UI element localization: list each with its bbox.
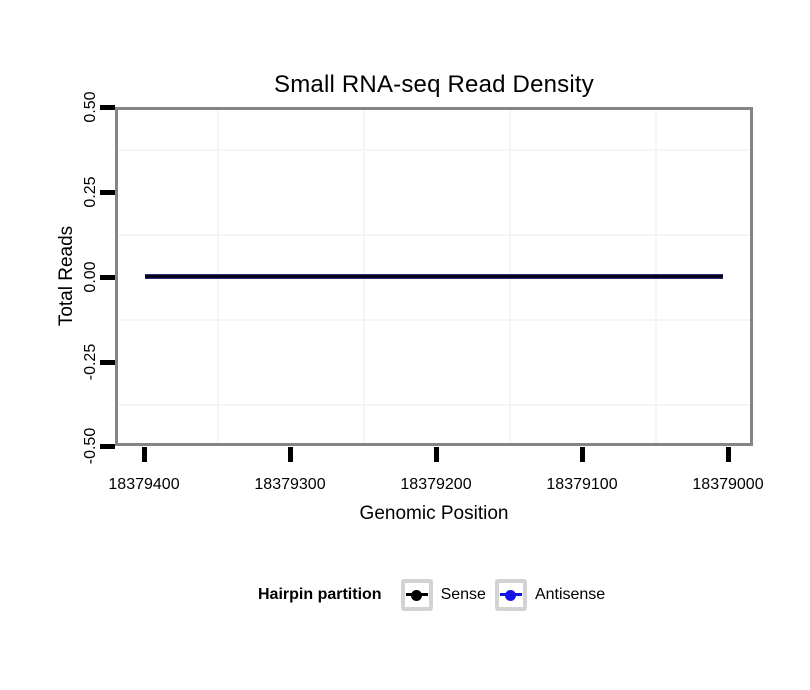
y-axis-tick <box>100 275 115 280</box>
legend-key-sense <box>400 579 433 611</box>
x-axis-tick <box>434 447 439 462</box>
x-axis-tick <box>288 447 293 462</box>
y-tick-label: 0.50 <box>82 91 99 123</box>
x-tick-label: 18379100 <box>546 476 618 493</box>
y-axis-title: Total Reads <box>56 225 77 327</box>
x-axis-tick <box>142 447 147 462</box>
x-axis-title: Genomic Position <box>359 503 509 524</box>
y-tick-label: -0.25 <box>82 343 99 381</box>
x-tick-label: 18379300 <box>254 476 326 493</box>
antisense-dot-icon <box>505 589 517 601</box>
minor-gridline-horizontal <box>118 234 750 236</box>
legend: Hairpin partition Sense Antisense <box>258 579 605 611</box>
x-tick-label: 18379000 <box>692 476 764 493</box>
x-tick-label: 18379200 <box>400 476 472 493</box>
legend-key-antisense <box>494 579 527 611</box>
legend-label-sense: Sense <box>440 586 486 603</box>
legend-label-antisense: Antisense <box>534 586 606 603</box>
y-axis-tick <box>100 105 115 110</box>
y-axis-tick <box>100 444 115 449</box>
y-tick-label: 0.25 <box>82 176 99 208</box>
minor-gridline-horizontal <box>118 404 750 406</box>
minor-gridline-horizontal <box>118 319 750 321</box>
y-axis-tick <box>100 190 115 195</box>
y-axis-tick <box>100 360 115 365</box>
y-tick-label: 0.00 <box>82 261 99 293</box>
legend-title: Hairpin partition <box>258 586 382 603</box>
x-axis-tick <box>726 447 731 462</box>
read-density-zero-line <box>145 274 723 279</box>
sense-dot-icon <box>411 589 423 601</box>
chart-title: Small RNA-seq Read Density <box>274 71 594 98</box>
y-tick-label: -0.50 <box>82 427 99 465</box>
x-axis-tick <box>580 447 585 462</box>
minor-gridline-horizontal <box>118 149 750 151</box>
x-tick-label: 18379400 <box>108 476 180 493</box>
